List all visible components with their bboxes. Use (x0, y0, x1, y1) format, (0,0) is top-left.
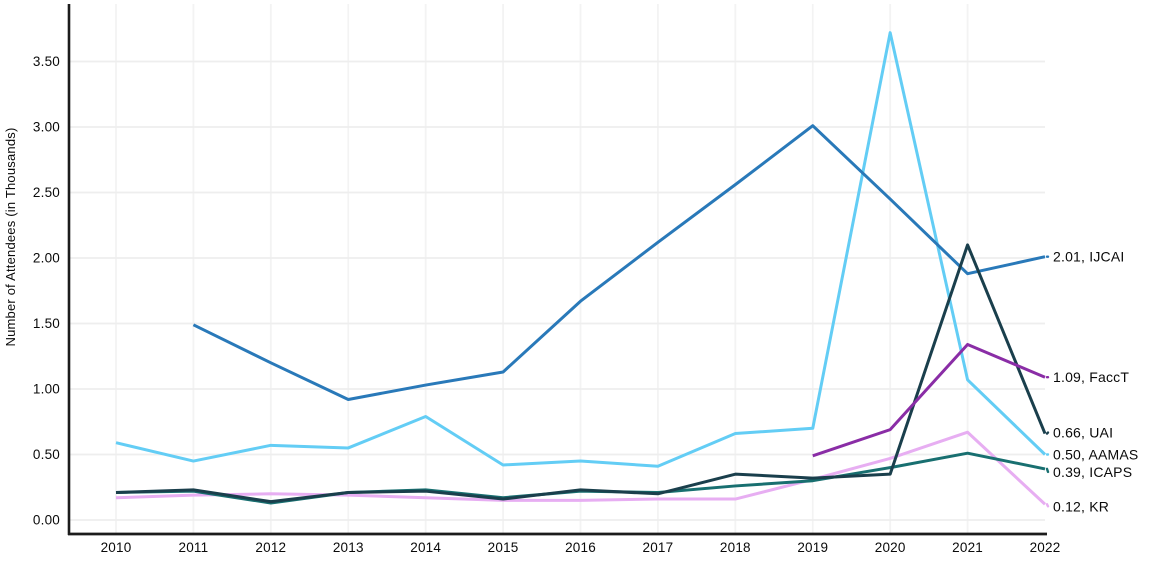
x-tick-label: 2010 (101, 540, 132, 555)
series-line-uai (115, 243, 1047, 504)
series-end-label-facct: 1.09, FaccT (1053, 369, 1129, 385)
y-axis-title: Number of Attendees (in Thousands) (3, 127, 18, 346)
x-tick-label: 2019 (797, 540, 828, 555)
y-tick-label: 3.50 (33, 54, 60, 69)
y-tick-label: 1.50 (33, 316, 60, 331)
series-line-kr (115, 430, 1047, 506)
series-end-label-kr: 0.12, KR (1053, 498, 1109, 514)
x-tick-label: 2017 (642, 540, 673, 555)
x-tick-label: 2021 (952, 540, 983, 555)
x-tick-label: 2016 (565, 540, 596, 555)
x-tick-label: 2015 (488, 540, 519, 555)
series-line-facct (812, 342, 1046, 458)
y-tick-label: 2.50 (33, 185, 60, 200)
x-tick-label: 2012 (255, 540, 286, 555)
series-end-label-aamas: 0.50, AAMAS (1053, 447, 1138, 463)
series-end-label-icaps: 0.39, ICAPS (1053, 464, 1132, 480)
series-label-leader-kr (1045, 503, 1050, 508)
series-label-leader-uai (1045, 431, 1050, 435)
x-tick-label: 2020 (875, 540, 906, 555)
y-tick-label: 1.00 (33, 382, 60, 397)
y-tick-label: 0.50 (33, 447, 60, 462)
series-line-ijcai (192, 124, 1046, 401)
y-tick-label: 2.00 (33, 251, 60, 266)
y-tick-label: 0.00 (33, 513, 60, 528)
series-line-aamas (115, 31, 1047, 468)
series-label-leader-icaps (1045, 467, 1050, 474)
x-tick-label: 2013 (333, 540, 364, 555)
series-end-label-ijcai: 2.01, IJCAI (1053, 249, 1124, 265)
x-tick-label: 2022 (1030, 540, 1061, 555)
series-end-label-uai: 0.66, UAI (1053, 425, 1113, 441)
x-tick-label: 2018 (720, 540, 751, 555)
y-tick-label: 3.00 (33, 120, 60, 135)
x-tick-label: 2011 (178, 540, 208, 555)
x-tick-label: 2014 (410, 540, 441, 555)
